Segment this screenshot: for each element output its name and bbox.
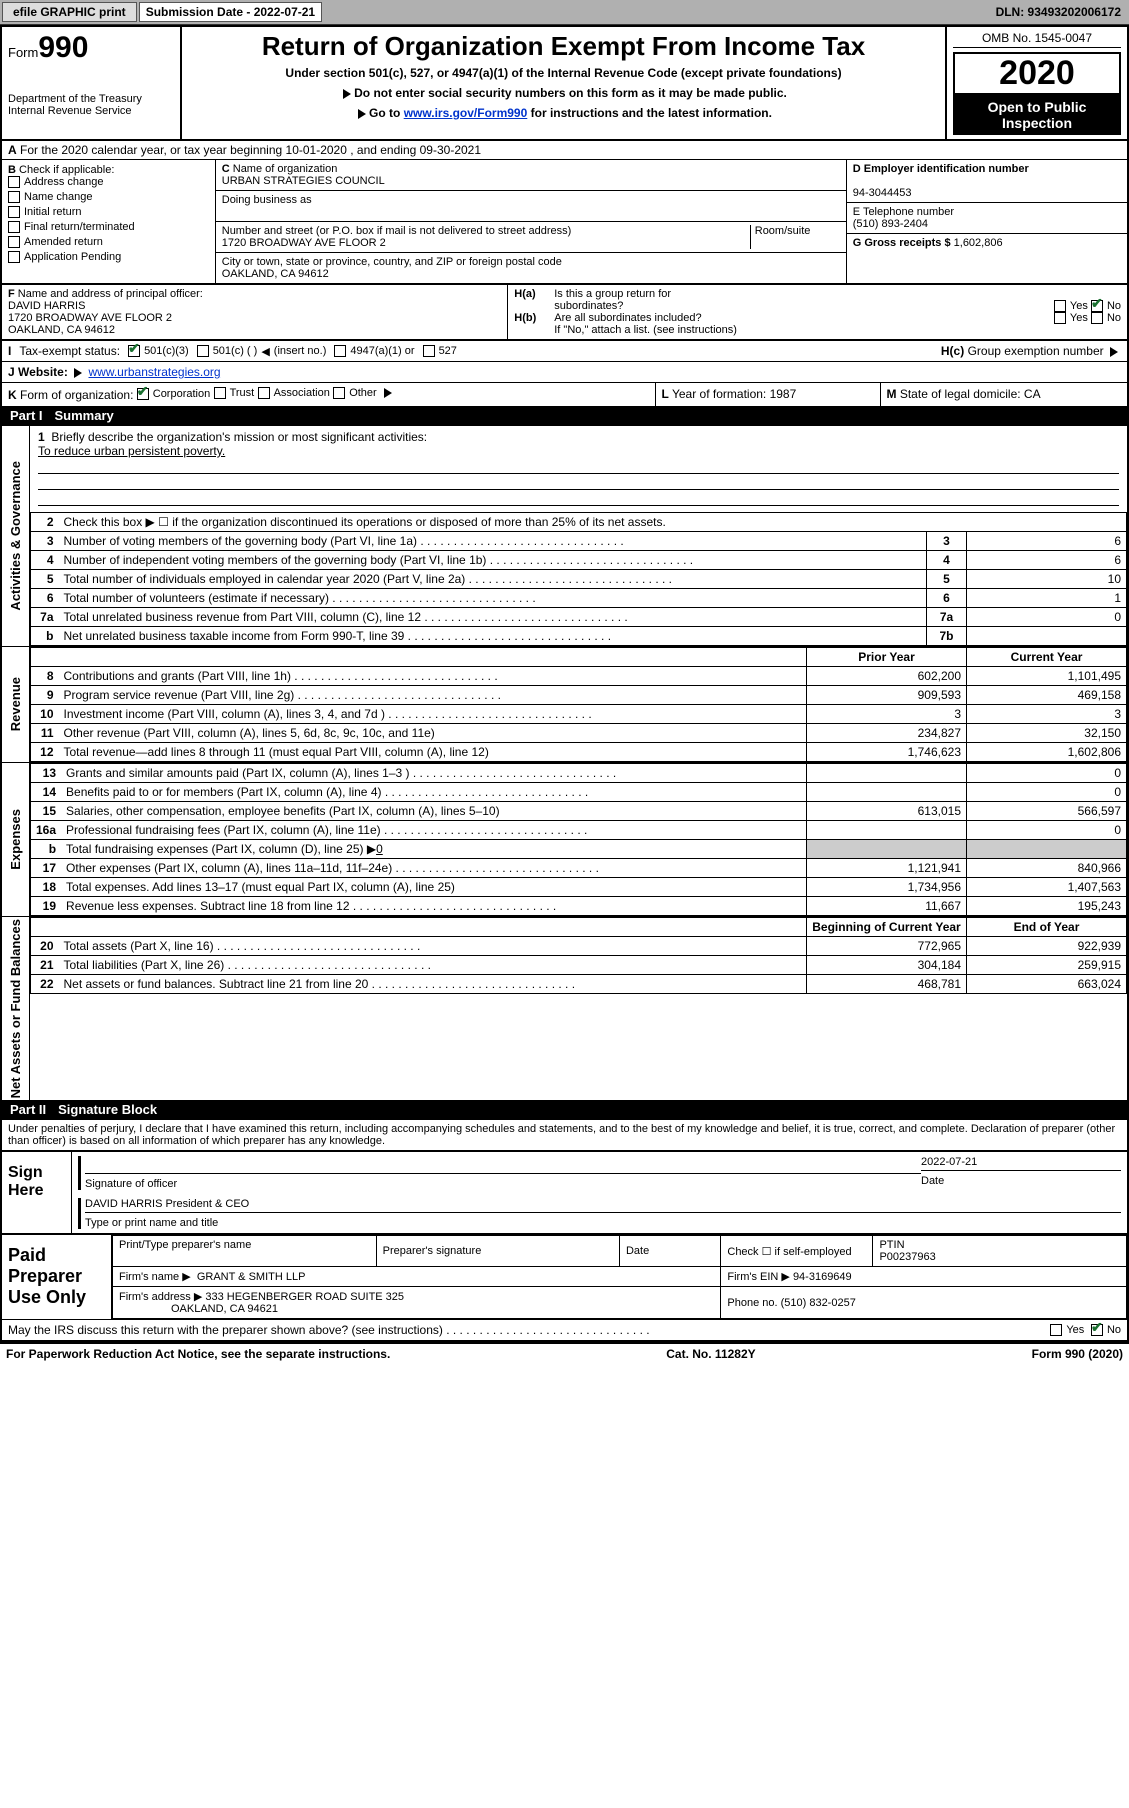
v3: 6 [967, 532, 1127, 551]
ein: 94-3044453 [853, 187, 912, 199]
org-name: URBAN STRATEGIES COUNCIL [222, 175, 385, 187]
part-2-header: Part II Signature Block [2, 1100, 1127, 1119]
chk-discuss-no[interactable] [1091, 1324, 1103, 1336]
chk-ha-no[interactable] [1091, 300, 1103, 312]
chk-final-return[interactable] [8, 221, 20, 233]
discuss-row: May the IRS discuss this return with the… [2, 1319, 1127, 1340]
sidebar-revenue: Revenue [7, 675, 24, 733]
form-of-org-row: K Form of organization: Corporation Trus… [2, 382, 1127, 406]
sidebar-netassets: Net Assets or Fund Balances [7, 917, 24, 1100]
chk-name-change[interactable] [8, 191, 20, 203]
open-to-public: Open to Public Inspection [953, 95, 1121, 135]
irs-link[interactable]: www.irs.gov/Form990 [404, 106, 528, 120]
chk-other-org[interactable] [333, 387, 345, 399]
omb-number: OMB No. 1545-0047 [953, 31, 1121, 48]
state-domicile: M State of legal domicile: CA [880, 383, 1128, 406]
org-address: 1720 BROADWAY AVE FLOOR 2 [222, 237, 386, 249]
part-1-header: Part I Summary [2, 406, 1127, 425]
tax-year: 2020 [953, 52, 1121, 95]
ptin: P00237963 [879, 1251, 935, 1263]
irs-label: Internal Revenue Service [8, 105, 174, 117]
topbar: efile GRAPHIC print Submission Date - 20… [0, 0, 1129, 25]
chk-4947[interactable] [334, 345, 346, 357]
sidebar-governance: Activities & Governance [7, 459, 24, 613]
chk-527[interactable] [423, 345, 435, 357]
firm-name: GRANT & SMITH LLP [197, 1271, 306, 1283]
officer-addr2: OAKLAND, CA 94612 [8, 324, 115, 336]
chk-assoc[interactable] [258, 387, 270, 399]
chk-ha-yes[interactable] [1054, 300, 1066, 312]
chk-initial-return[interactable] [8, 206, 20, 218]
sign-date: 2022-07-21 [921, 1156, 977, 1168]
form-title: Return of Organization Exempt From Incom… [188, 31, 939, 62]
dln: DLN: 93493202006172 [988, 3, 1129, 21]
v4: 6 [967, 551, 1127, 570]
v7a: 0 [967, 608, 1127, 627]
org-city: OAKLAND, CA 94612 [222, 268, 329, 280]
check-applicable-col: B Check if applicable: Address change Na… [2, 160, 216, 283]
chk-app-pending[interactable] [8, 251, 20, 263]
sign-here-label: Sign Here [2, 1152, 72, 1233]
subtitle-3: Go to www.irs.gov/Form990 for instructio… [188, 106, 939, 120]
gross-receipts: 1,602,806 [954, 237, 1003, 249]
chk-amended[interactable] [8, 236, 20, 248]
chk-hb-yes[interactable] [1054, 312, 1066, 324]
efile-graphic-btn[interactable]: efile GRAPHIC print [2, 2, 137, 22]
subtitle-2: Do not enter social security numbers on … [188, 86, 939, 100]
firm-ein: 94-3169649 [793, 1271, 852, 1283]
sidebar-expenses: Expenses [7, 807, 24, 872]
chk-501c3[interactable] [128, 345, 140, 357]
paid-preparer-label: Paid Preparer Use Only [2, 1235, 112, 1319]
subtitle-1: Under section 501(c), 527, or 4947(a)(1)… [188, 66, 939, 80]
year-formation: L Year of formation: 1987 [655, 383, 880, 406]
perjury-statement: Under penalties of perjury, I declare th… [2, 1119, 1127, 1150]
v6: 1 [967, 589, 1127, 608]
page-footer: For Paperwork Reduction Act Notice, see … [0, 1342, 1129, 1364]
firm-addr2: OAKLAND, CA 94621 [171, 1303, 278, 1315]
officer-addr1: 1720 BROADWAY AVE FLOOR 2 [8, 312, 172, 324]
submission-date: Submission Date - 2022-07-21 [139, 2, 322, 22]
officer-name: DAVID HARRIS [8, 300, 85, 312]
chk-discuss-yes[interactable] [1050, 1324, 1062, 1336]
form-header: Form990 Department of the Treasury Inter… [2, 27, 1127, 141]
chk-address-change[interactable] [8, 176, 20, 188]
chk-hb-no[interactable] [1091, 312, 1103, 324]
form-990-label: Form990 [8, 31, 174, 65]
officer-sign-name: DAVID HARRIS President & CEO [85, 1198, 249, 1210]
period-row: A For the 2020 calendar year, or tax yea… [2, 141, 1127, 160]
mission-text: To reduce urban persistent poverty. [38, 444, 225, 458]
tax-status-row: I Tax-exempt status: 501(c)(3) 501(c) ( … [2, 340, 1127, 361]
firm-phone: (510) 832-0257 [781, 1297, 856, 1309]
chk-corp[interactable] [137, 388, 149, 400]
firm-addr1: 333 HEGENBERGER ROAD SUITE 325 [205, 1291, 404, 1303]
telephone: (510) 893-2404 [853, 218, 928, 230]
dept-treasury: Department of the Treasury [8, 93, 174, 105]
v7b [967, 627, 1127, 646]
v5: 10 [967, 570, 1127, 589]
website-row: J Website: www.urbanstrategies.org [2, 361, 1127, 382]
chk-trust[interactable] [214, 387, 226, 399]
website-link[interactable]: www.urbanstrategies.org [89, 365, 221, 379]
chk-501c[interactable] [197, 345, 209, 357]
